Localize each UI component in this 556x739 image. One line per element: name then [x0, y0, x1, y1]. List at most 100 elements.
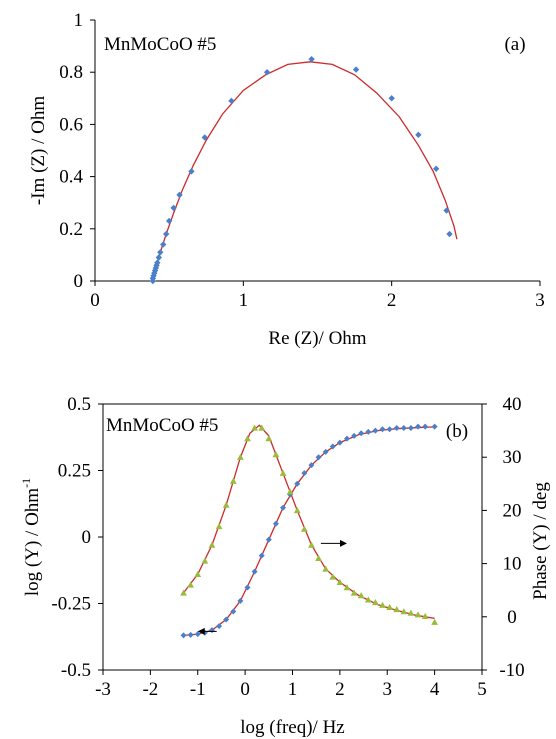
- chart-b-y-axis-label: log (Y) / Ohm-1: [19, 478, 43, 596]
- chart-b-phase-point: [414, 611, 422, 618]
- chart-b-x-tick-label: -1: [190, 679, 206, 700]
- chart-b-x-tick-label: 0: [240, 679, 250, 700]
- chart-a-data-point: [446, 230, 453, 238]
- chart-b-logY-point: [315, 454, 322, 461]
- chart-b-x-axis-label: log (freq)/ Hz: [240, 717, 344, 738]
- chart-b-phase-fit-curve: [182, 424, 435, 620]
- chart-b-phase-point: [372, 599, 379, 606]
- chart-b-phase-point: [272, 451, 280, 458]
- chart-b-phase-point: [393, 605, 401, 613]
- chart-b-y-tick-label: -0.25: [51, 594, 91, 615]
- chart-a-data-points: [149, 55, 453, 285]
- chart-b-x-tick-label: -2: [142, 679, 158, 700]
- chart-b-logY-point: [351, 432, 358, 439]
- chart-b-logY-point: [322, 448, 329, 455]
- chart-a-data-point: [160, 241, 167, 248]
- chart-b-x-tick-label: -3: [95, 679, 111, 700]
- chart-b-phase-point: [336, 578, 344, 585]
- chart-b-axes: -3 -2 -1 0 1 2 3 4 5-0.5-0.2500.250.5-1001020304…: [51, 394, 524, 700]
- chart-b-logY-point: [386, 426, 393, 433]
- chart-b-right-tick-label: 10: [503, 554, 522, 575]
- chart-a-fit-line: [152, 61, 458, 282]
- chart-b-phase-point: [421, 612, 429, 619]
- chart-b-logY-point: [431, 423, 438, 430]
- chart-b-phase-point: [229, 477, 237, 484]
- chart-b-phase-point: [343, 584, 351, 591]
- chart-a-y-tick-label: 0.2: [59, 219, 83, 240]
- chart-a-data-point: [170, 204, 177, 212]
- chart-a-data-point: [163, 230, 170, 238]
- chart-b-phase-point: [308, 541, 315, 548]
- chart-a-sample-annotation: MnMoCoO #5: [104, 34, 216, 55]
- chart-b-logY-point: [187, 631, 194, 638]
- chart-b-logY-point: [251, 568, 258, 575]
- chart-b-sample-annotation: MnMoCoO #5: [106, 415, 218, 436]
- chart-b-right-arrow-head: [339, 539, 347, 547]
- chart-b-y-tick-label: 0: [82, 527, 92, 548]
- chart-b-logY-point: [301, 470, 308, 477]
- chart-a-data-point: [176, 191, 183, 199]
- chart-b-phase-point: [265, 435, 273, 442]
- chart-b-right-tick-label: 0: [507, 607, 517, 628]
- chart-b-phase-point: [400, 608, 408, 615]
- chart-b-y-tick-label: 0.25: [58, 461, 91, 482]
- chart-b-right-axis-label: Phase (Y) / deg: [530, 482, 551, 600]
- chart-b-logY-point: [343, 435, 350, 442]
- chart-b-logY-point: [294, 480, 301, 487]
- chart-b-phase-point: [251, 424, 258, 431]
- chart-a-fit-curve: [152, 61, 458, 282]
- chart-a-data-point: [165, 217, 173, 225]
- chart-b-logY-point: [265, 536, 272, 543]
- chart-b-phase-point: [315, 554, 322, 561]
- chart-a-data-point: [201, 134, 208, 141]
- chart-b-data-points: [180, 423, 439, 639]
- chart-b-y-tick-label: -0.5: [61, 660, 91, 681]
- chart-b-right-tick-label: 30: [503, 447, 522, 468]
- chart-b-phase-point: [279, 469, 287, 476]
- chart-a-y-tick-label: 0: [74, 271, 84, 292]
- chart-b-right-tick-label: 20: [503, 500, 522, 521]
- chart-a-data-point: [432, 165, 440, 172]
- chart-b-fit-lines: [182, 424, 435, 637]
- chart-b-logY-point: [365, 428, 372, 435]
- admittance-bode-chart: -3 -2 -1 0 1 2 3 4 5-0.5-0.2500.250.5-1001020304…: [19, 394, 551, 738]
- chart-a-y-tick-label: 0.6: [59, 114, 83, 135]
- chart-a-data-point: [388, 95, 395, 102]
- chart-b-x-tick-label: 2: [335, 679, 345, 700]
- chart-b-logY-point: [230, 608, 237, 615]
- chart-b-phase-point: [322, 565, 330, 572]
- chart-b-y-tick-label: 0.5: [67, 394, 91, 415]
- chart-a-data-point: [352, 66, 360, 73]
- chart-b-logY-point: [223, 616, 230, 623]
- chart-b-phase-point: [194, 570, 202, 577]
- chart-b-logY-point: [372, 427, 379, 434]
- impedance-nyquist-chart: 0 1 2 3 0 0.2 0.4 0.6 0.8 1 MnMoCoO #5 (a) Re (Z)…: [28, 10, 545, 349]
- chart-a-data-point: [154, 259, 161, 266]
- chart-a-y-axis-label: -Im (Z) / Ohm: [28, 96, 49, 205]
- chart-a-data-point: [228, 97, 235, 105]
- chart-b-logY-point: [400, 424, 407, 431]
- chart-b-phase-point: [286, 488, 294, 495]
- chart-b-y-axis-label-superscript: -1: [19, 478, 33, 488]
- chart-b-logY-point: [329, 443, 336, 450]
- chart-a-data-point: [157, 249, 164, 256]
- chart-a-panel-label: (a): [504, 34, 525, 55]
- chart-b-logY-point: [393, 424, 400, 431]
- chart-b-logY-point: [358, 430, 365, 437]
- chart-b-logY-point: [308, 462, 315, 469]
- chart-a-data-point: [188, 168, 195, 175]
- chart-b-logY-point: [244, 584, 251, 591]
- chart-b-y-axis-label-main: log (Y) / Ohm: [22, 488, 43, 596]
- chart-a-y-tick-label: 0.8: [59, 62, 83, 83]
- chart-b-panel-label: (b): [446, 421, 468, 442]
- chart-b-phase-point: [407, 609, 415, 616]
- chart-b-phase-point: [222, 501, 230, 508]
- chart-b-phase-point: [215, 522, 223, 530]
- chart-b-phase-point: [364, 596, 372, 603]
- chart-b-right-tick-label: -10: [499, 660, 524, 681]
- chart-a-data-point: [263, 69, 271, 76]
- chart-b-logY-point: [216, 623, 223, 630]
- chart-b-axis-arrows: [197, 539, 347, 635]
- chart-b-phase-point: [208, 541, 216, 548]
